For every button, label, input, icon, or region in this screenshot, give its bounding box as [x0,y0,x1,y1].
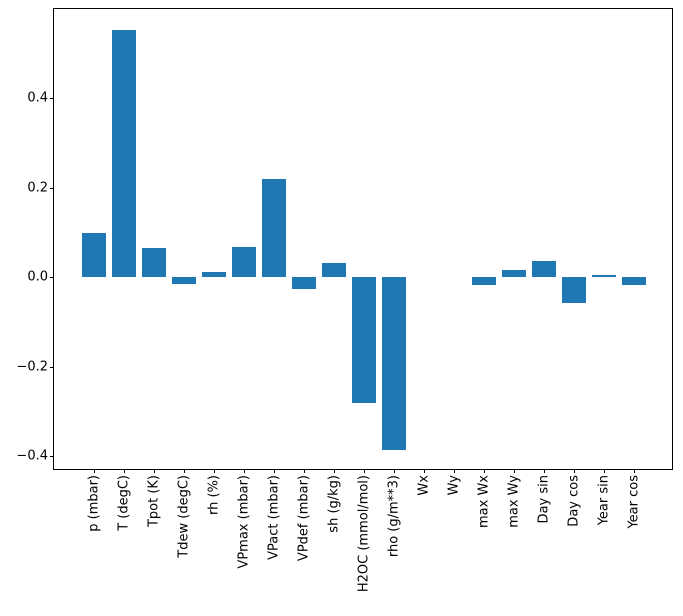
x-tick-wy [454,469,455,473]
x-tick-label-rho-g-m-3: rho (g/m**3) [386,475,402,558]
bar-day-sin [532,261,556,278]
x-tick-p-mbar [94,469,95,473]
x-tick-t-degc [124,469,125,473]
x-tick-wx [424,469,425,473]
bar-max-wx [472,277,496,285]
x-tick-label-vpact-mbar: VPact (mbar) [266,475,282,560]
x-tick-vpact-mbar [274,469,275,473]
x-tick-max-wx [484,469,485,473]
x-tick-label-tpot-k: Tpot (K) [146,475,162,528]
x-tick-vpdef-mbar [304,469,305,473]
bar-tpot-k [142,248,166,278]
x-tick-label-sh-g-kg: sh (g/kg) [326,475,342,533]
bar-rho-g-m-3 [382,277,406,450]
x-tick-year-cos [634,469,635,473]
x-tick-label-p-mbar: p (mbar) [86,475,102,532]
x-tick-sh-g-kg [334,469,335,473]
bar-vpdef-mbar [292,277,316,289]
y-tick-0_4 [50,98,54,100]
plot-area: 0.4 0.2 0.0 −0.2 −0.4 p (mbar) T (degC) Tpot (… [16,8,673,592]
x-tick-h2oc-mmol-mol [364,469,365,473]
bar-vpmax-mbar [232,246,256,278]
x-tick-label-vpdef-mbar: VPdef (mbar) [296,475,312,562]
x-tick-label-year-cos: Year cos [626,475,642,529]
bar-max-wy [502,269,526,278]
x-tick-label-wy: Wy [446,475,462,496]
bar-rh [202,271,226,278]
x-tick-rho-g-m-3 [394,469,395,473]
x-tick-label-max-wy: max Wy [506,475,522,528]
x-tick-tpot-k [154,469,155,473]
bar-t-degc [112,30,136,278]
x-tick-vpmax-mbar [244,469,245,473]
x-tick-label-t-degc: T (degC) [116,475,132,531]
x-tick-label-wx: Wx [416,475,432,496]
x-tick-label-year-sin: Year sin [596,475,612,526]
y-tick--0_4 [50,456,54,458]
bar-vpact-mbar [262,178,286,278]
x-tick-label-tdew-degc: Tdew (degC) [176,475,192,558]
bar-day-cos [562,277,586,303]
x-tick-label-rh: rh (%) [206,475,222,515]
x-tick-label-max-wx: max Wx [476,475,492,529]
y-tick--0_2 [50,366,54,368]
y-tick-label-0_2: 0.2 [27,180,48,196]
x-tick-day-sin [544,469,545,473]
x-tick-max-wy [514,469,515,473]
y-tick-0_2 [50,187,54,189]
x-tick-day-cos [574,469,575,473]
x-tick-label-h2oc-mmol-mol: H2OC (mmol/mol) [356,475,372,593]
bar-h2oc-mmol-mol [352,277,376,403]
y-tick-label-0_4: 0.4 [27,90,48,106]
y-tick-label--0_2: −0.2 [16,359,48,375]
bar-year-cos [622,277,646,285]
bar-year-sin [592,275,616,278]
y-tick-label-0: 0.0 [27,269,48,285]
x-tick-label-day-cos: Day cos [566,475,582,527]
y-tick-label--0_4: −0.4 [16,448,48,464]
x-tick-label-day-sin: Day sin [536,475,552,524]
y-tick-0 [50,277,54,279]
bar-p-mbar [82,233,106,278]
x-tick-tdew-degc [184,469,185,473]
x-tick-rh [214,469,215,473]
bar-tdew-degc [172,277,196,285]
x-tick-year-sin [604,469,605,473]
x-tick-label-vpmax-mbar: VPmax (mbar) [236,475,252,569]
bar-sh-g-kg [322,263,346,278]
